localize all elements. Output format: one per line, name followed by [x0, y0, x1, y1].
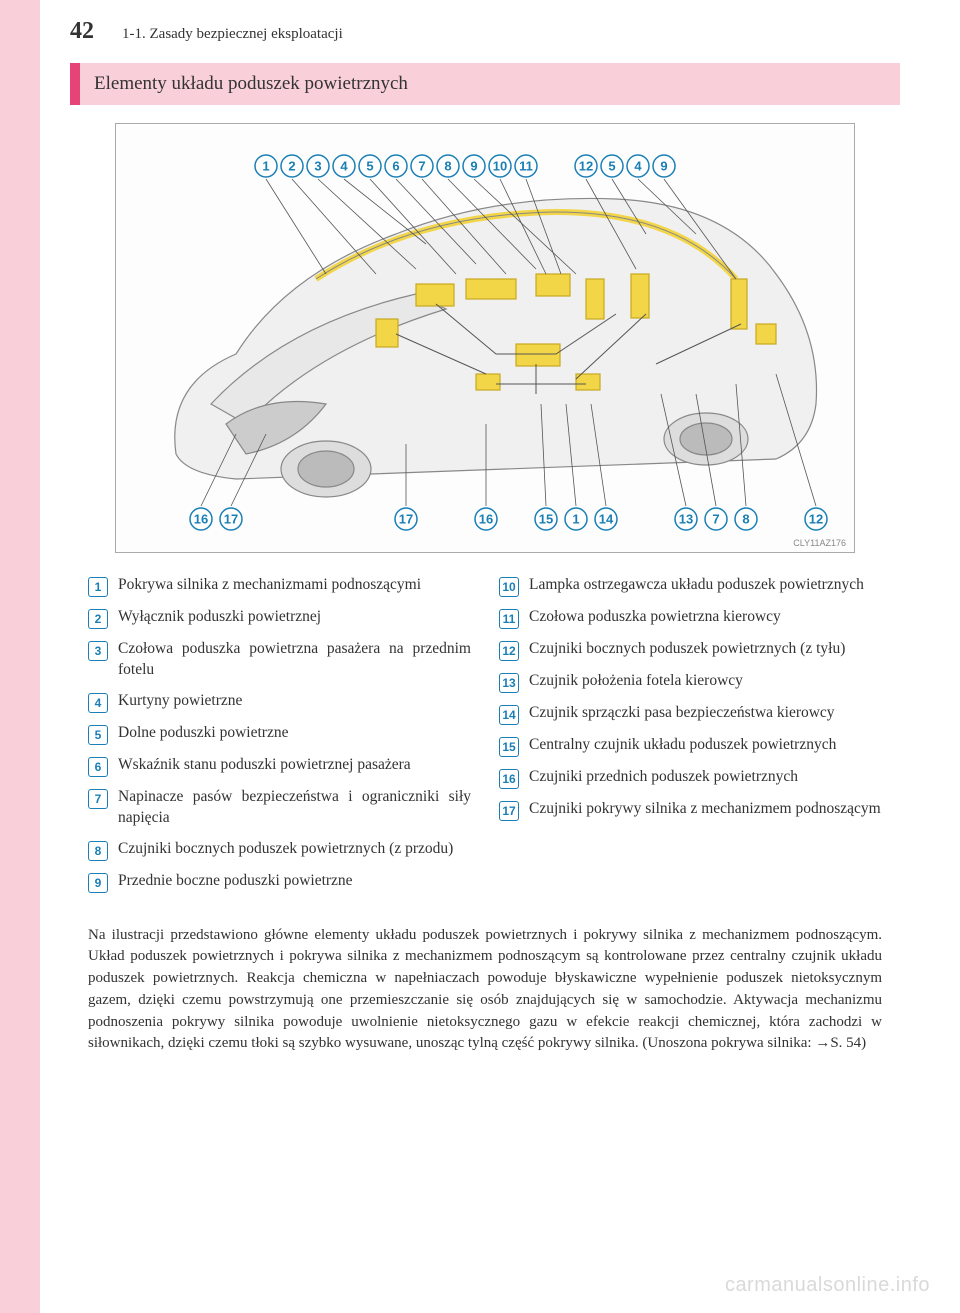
legend-item: 12 Czujniki bocznych poduszek powietrznyc… — [499, 639, 882, 661]
svg-text:13: 13 — [679, 512, 693, 527]
svg-text:9: 9 — [660, 159, 667, 174]
legend-item-number: 14 — [499, 705, 519, 725]
legend-item: 8 Czujniki bocznych poduszek powietrznych… — [88, 839, 471, 861]
legend-item-number: 2 — [88, 609, 108, 629]
svg-text:8: 8 — [742, 512, 749, 527]
legend-item-number: 11 — [499, 609, 519, 629]
svg-text:9: 9 — [470, 159, 477, 174]
legend-item-text: Przednie boczne poduszki powietrzne — [118, 871, 471, 892]
legend-item: 4 Kurtyny powietrzne — [88, 691, 471, 713]
legend-item: 13 Czujnik położenia fotela kierowcy — [499, 671, 882, 693]
svg-text:16: 16 — [194, 512, 208, 527]
page: 42 1-1. Zasady bezpiecznej eksploatacji … — [0, 0, 960, 1313]
watermark: carmanualsonline.info — [725, 1274, 930, 1297]
legend-item-text: Lampka ostrzegawcza układu poduszek powi… — [529, 575, 882, 596]
legend-item-text: Centralny czujnik układu poduszek powiet… — [529, 735, 882, 756]
legend-item-text: Czujnik położenia fotela kierowcy — [529, 671, 882, 692]
legend-item: 10 Lampka ostrzegawcza układu poduszek po… — [499, 575, 882, 597]
legend-col-left: 1 Pokrywa silnika z mechanizmami podnoszą… — [88, 575, 471, 903]
legend-item: 16 Czujniki przednich poduszek powietrzny… — [499, 767, 882, 789]
legend-col-right: 10 Lampka ostrzegawcza układu poduszek po… — [499, 575, 882, 903]
legend-columns: 1 Pokrywa silnika z mechanizmami podnoszą… — [88, 575, 882, 903]
legend-item-text: Czołowa poduszka powietrzna pasażera na … — [118, 639, 471, 681]
svg-text:5: 5 — [608, 159, 615, 174]
legend-item-number: 7 — [88, 789, 108, 809]
legend-item-number: 6 — [88, 757, 108, 777]
svg-text:5: 5 — [366, 159, 373, 174]
legend-item: 6 Wskaźnik stanu poduszki powietrznej pas… — [88, 755, 471, 777]
body-text: Na ilustracji przedstawiono główne eleme… — [88, 925, 882, 1056]
legend-item-number: 16 — [499, 769, 519, 789]
legend-item-number: 3 — [88, 641, 108, 661]
legend-item: 2 Wyłącznik poduszki powietrznej — [88, 607, 471, 629]
svg-text:15: 15 — [539, 512, 553, 527]
svg-text:14: 14 — [599, 512, 614, 527]
svg-text:11: 11 — [519, 159, 533, 174]
legend-item: 11 Czołowa poduszka powietrzna kierowcy — [499, 607, 882, 629]
legend-item-number: 10 — [499, 577, 519, 597]
svg-text:1: 1 — [572, 512, 579, 527]
svg-text:3: 3 — [314, 159, 321, 174]
legend-item-text: Napinacze pasów bezpieczeństwa i ogranic… — [118, 787, 471, 829]
svg-text:17: 17 — [224, 512, 238, 527]
legend-item-number: 4 — [88, 693, 108, 713]
legend-item-text: Kurtyny powietrzne — [118, 691, 471, 712]
legend-item: 3 Czołowa poduszka powietrzna pasażera na… — [88, 639, 471, 681]
svg-text:4: 4 — [634, 159, 642, 174]
legend-item-text: Czujniki pokrywy silnika z mechanizmem p… — [529, 799, 882, 820]
svg-text:10: 10 — [493, 159, 507, 174]
legend-item-number: 8 — [88, 841, 108, 861]
svg-text:17: 17 — [399, 512, 413, 527]
svg-text:12: 12 — [579, 159, 593, 174]
legend-item: 17 Czujniki pokrywy silnika z mechanizmem… — [499, 799, 882, 821]
legend-item: 5 Dolne poduszki powietrzne — [88, 723, 471, 745]
legend-item: 15 Centralny czujnik układu poduszek powi… — [499, 735, 882, 757]
airbag-diagram: 123456789101112549 1617171615114137812 — [115, 123, 855, 553]
legend-item-text: Czołowa poduszka powietrzna kierowcy — [529, 607, 882, 628]
image-code: CLY11AZ176 — [793, 538, 846, 548]
legend-item-text: Czujnik sprzączki pasa bezpieczeństwa ki… — [529, 703, 882, 724]
content: 42 1-1. Zasady bezpiecznej eksploatacji … — [40, 0, 960, 1313]
svg-text:2: 2 — [288, 159, 295, 174]
legend-item-number: 15 — [499, 737, 519, 757]
legend-item-number: 5 — [88, 725, 108, 745]
legend-item-number: 1 — [88, 577, 108, 597]
svg-text:7: 7 — [418, 159, 425, 174]
legend-item-text: Wskaźnik stanu poduszki powietrznej pasa… — [118, 755, 471, 776]
svg-text:4: 4 — [340, 159, 348, 174]
side-tab — [0, 0, 40, 1313]
section-header: Elementy układu poduszek powietrznych — [70, 63, 900, 105]
section-path: 1-1. Zasady bezpiecznej eksploatacji — [122, 26, 343, 43]
svg-text:7: 7 — [712, 512, 719, 527]
legend-item: 14 Czujnik sprzączki pasa bezpieczeństwa … — [499, 703, 882, 725]
legend-item-number: 12 — [499, 641, 519, 661]
legend-item: 7 Napinacze pasów bezpieczeństwa i ograni… — [88, 787, 471, 829]
svg-text:8: 8 — [444, 159, 451, 174]
header-line: 42 1-1. Zasady bezpiecznej eksploatacji — [70, 18, 900, 45]
legend-item-number: 13 — [499, 673, 519, 693]
legend-item-text: Czujniki bocznych poduszek powietrznych … — [529, 639, 882, 660]
svg-text:1: 1 — [262, 159, 269, 174]
legend-item-text: Wyłącznik poduszki powietrznej — [118, 607, 471, 628]
svg-text:12: 12 — [809, 512, 823, 527]
legend-item-number: 9 — [88, 873, 108, 893]
legend-item: 9 Przednie boczne poduszki powietrzne — [88, 871, 471, 893]
svg-text:16: 16 — [479, 512, 493, 527]
legend-item-text: Czujniki bocznych poduszek powietrznych … — [118, 839, 471, 860]
legend-item-text: Dolne poduszki powietrzne — [118, 723, 471, 744]
legend-item-number: 17 — [499, 801, 519, 821]
legend-item: 1 Pokrywa silnika z mechanizmami podnoszą… — [88, 575, 471, 597]
car-svg: 123456789101112549 1617171615114137812 — [116, 124, 855, 553]
legend-item-text: Czujniki przednich poduszek powietrznych — [529, 767, 882, 788]
svg-text:6: 6 — [392, 159, 399, 174]
legend-item-text: Pokrywa silnika z mechanizmami podnosząc… — [118, 575, 471, 596]
page-number: 42 — [70, 18, 94, 45]
